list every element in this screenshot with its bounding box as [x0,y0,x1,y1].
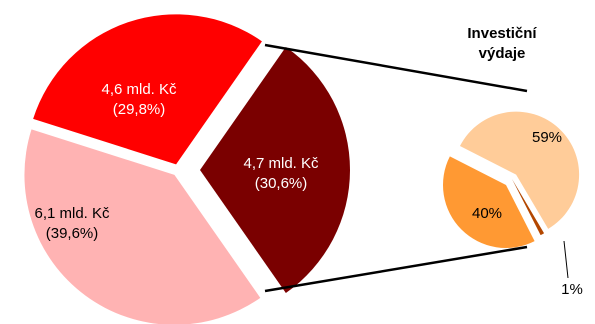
leader-line-1pct [563,240,569,279]
left-slice-red [33,14,262,165]
right-slice-label-40: 40% [472,205,502,222]
right-slice-59 [459,111,580,229]
right-pie-title-line1: Investiční [467,25,537,42]
left-slice-label-2: 4,7 mld. Kč [243,155,319,172]
right-slice-1 [512,179,545,236]
left-slice-pct-3: (39,6%) [46,225,99,242]
right-pie-title-line2: výdaje [479,45,526,62]
connector-bottom [264,245,528,293]
left-slice-pct-1: (29,8%) [113,101,166,118]
left-slice-label-1: 4,6 mld. Kč [101,81,177,98]
left-slice-label-3: 6,1 mld. Kč [34,205,110,222]
left-slice-pink [24,129,261,324]
right-slice-label-1: 1% [561,281,583,298]
connector-lines [264,43,528,293]
left-slice-pct-2: (30,6%) [255,175,308,192]
left-slice-dark [200,47,350,293]
connector-top [264,43,528,93]
right-pie [443,111,580,248]
labels: 4,6 mld. Kč (29,8%) 4,7 mld. Kč (30,6%) 6,1 … [34,25,582,298]
right-slice-label-59: 59% [532,129,562,146]
right-slice-40 [443,156,535,248]
left-pie [24,14,350,324]
